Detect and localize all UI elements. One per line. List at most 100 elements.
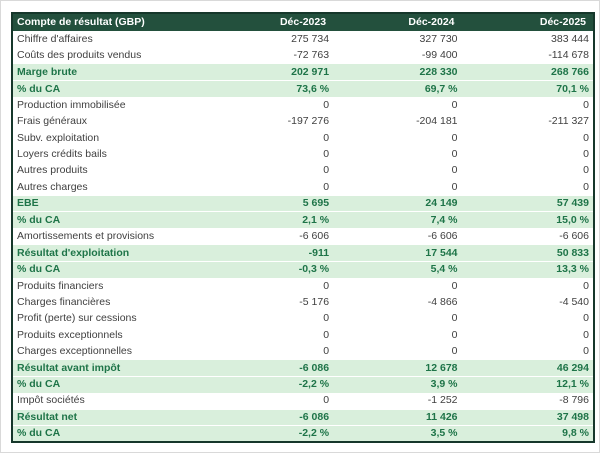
- row-label: Résultat d'exploitation: [12, 244, 207, 262]
- table-row: Résultat d'exploitation -911 17 544 50 8…: [12, 244, 594, 262]
- row-value: -6 086: [206, 408, 334, 426]
- row-value: -1 252: [333, 392, 462, 410]
- row-value: 383 444: [461, 31, 594, 48]
- row-value: 0: [333, 129, 462, 147]
- row-value: 327 730: [333, 31, 462, 48]
- row-value: 15,0 %: [461, 211, 594, 229]
- row-value: -8 796: [461, 392, 594, 410]
- row-value: 0: [461, 96, 594, 114]
- row-label: Subv. exploitation: [12, 129, 207, 147]
- row-value: 0: [333, 343, 462, 360]
- row-value: 0: [206, 162, 334, 179]
- row-value: -6 606: [206, 228, 334, 245]
- row-value: 37 498: [461, 408, 594, 426]
- column-header-dec-2025: Déc-2025: [461, 13, 594, 31]
- row-label: Charges exceptionnelles: [12, 343, 207, 360]
- row-value: 9,8 %: [461, 424, 594, 442]
- row-label: Charges financières: [12, 294, 207, 311]
- table-row: % du CA -2,2 % 3,9 % 12,1 %: [12, 375, 594, 393]
- row-value: 0: [333, 146, 462, 163]
- row-value: -2,2 %: [206, 375, 334, 393]
- row-value: 12,1 %: [461, 375, 594, 393]
- row-value: -72 763: [206, 47, 334, 64]
- row-value: -911: [206, 244, 334, 262]
- row-label: % du CA: [12, 211, 207, 229]
- table-row: Amortissements et provisions -6 606 -6 6…: [12, 228, 594, 245]
- row-value: 57 439: [461, 194, 594, 212]
- table-row: Charges exceptionnelles 0 0 0: [12, 343, 594, 360]
- table-row: % du CA -2,2 % 3,5 % 9,8 %: [12, 424, 594, 442]
- row-value: 0: [461, 326, 594, 344]
- row-value: 0: [333, 178, 462, 196]
- row-value: 46 294: [461, 359, 594, 377]
- row-label: Autres produits: [12, 162, 207, 179]
- row-value: -211 327: [461, 113, 594, 130]
- column-header-dec-2024: Déc-2024: [333, 13, 462, 31]
- row-label: Produits exceptionnels: [12, 326, 207, 344]
- row-value: 12 678: [333, 359, 462, 377]
- row-value: 0: [461, 277, 594, 294]
- row-value: 2,1 %: [206, 211, 334, 229]
- row-value: 202 971: [206, 63, 334, 81]
- table-header: Compte de résultat (GBP) Déc-2023 Déc-20…: [12, 13, 594, 31]
- row-value: -6 086: [206, 359, 334, 377]
- row-value: 0: [206, 96, 334, 114]
- row-value: 24 149: [333, 194, 462, 212]
- row-label: Frais généraux: [12, 113, 207, 130]
- row-value: 11 426: [333, 408, 462, 426]
- table-row: Production immobilisée 0 0 0: [12, 96, 594, 114]
- table-row: Subv. exploitation 0 0 0: [12, 129, 594, 147]
- row-value: 70,1 %: [461, 79, 594, 97]
- table-row: Résultat net -6 086 11 426 37 498: [12, 408, 594, 426]
- table-row: Profit (perte) sur cessions 0 0 0: [12, 310, 594, 327]
- row-value: 0: [333, 326, 462, 344]
- row-value: 0: [461, 146, 594, 163]
- row-value: 0: [461, 178, 594, 196]
- row-label: Autres charges: [12, 178, 207, 196]
- row-value: -0,3 %: [206, 260, 334, 278]
- table-row: Marge brute 202 971 228 330 268 766: [12, 63, 594, 81]
- row-value: 3,9 %: [333, 375, 462, 393]
- table-row: Frais généraux -197 276 -204 181 -211 32…: [12, 113, 594, 130]
- row-value: -197 276: [206, 113, 334, 130]
- income-statement-table: Compte de résultat (GBP) Déc-2023 Déc-20…: [11, 12, 595, 443]
- row-value: 0: [206, 129, 334, 147]
- row-value: 0: [333, 96, 462, 114]
- table-row: Chiffre d'affaires 275 734 327 730 383 4…: [12, 31, 594, 48]
- table-body: Chiffre d'affaires 275 734 327 730 383 4…: [12, 31, 594, 442]
- header-row: Compte de résultat (GBP) Déc-2023 Déc-20…: [12, 13, 594, 31]
- row-value: 0: [461, 162, 594, 179]
- row-value: -6 606: [333, 228, 462, 245]
- row-label: Loyers crédits bails: [12, 146, 207, 163]
- column-header-dec-2023: Déc-2023: [206, 13, 334, 31]
- row-value: -5 176: [206, 294, 334, 311]
- row-value: 3,5 %: [333, 424, 462, 442]
- table-row: Impôt sociétés 0 -1 252 -8 796: [12, 392, 594, 410]
- row-label: Chiffre d'affaires: [12, 31, 207, 48]
- row-value: 0: [206, 178, 334, 196]
- table-row: EBE 5 695 24 149 57 439: [12, 194, 594, 212]
- table-row: Loyers crédits bails 0 0 0: [12, 146, 594, 163]
- row-value: 5 695: [206, 194, 334, 212]
- row-label: Produits financiers: [12, 277, 207, 294]
- row-value: -4 540: [461, 294, 594, 311]
- row-value: -204 181: [333, 113, 462, 130]
- row-value: -2,2 %: [206, 424, 334, 442]
- row-label: Résultat avant impôt: [12, 359, 207, 377]
- row-value: -99 400: [333, 47, 462, 64]
- row-value: 0: [333, 310, 462, 327]
- row-value: 0: [206, 310, 334, 327]
- row-value: 50 833: [461, 244, 594, 262]
- row-label: Amortissements et provisions: [12, 228, 207, 245]
- row-label: % du CA: [12, 260, 207, 278]
- table-row: % du CA -0,3 % 5,4 % 13,3 %: [12, 260, 594, 278]
- row-value: 0: [206, 392, 334, 410]
- row-value: -6 606: [461, 228, 594, 245]
- row-value: 0: [206, 326, 334, 344]
- row-label: % du CA: [12, 79, 207, 97]
- row-value: 5,4 %: [333, 260, 462, 278]
- row-value: 7,4 %: [333, 211, 462, 229]
- row-label: % du CA: [12, 375, 207, 393]
- row-value: 17 544: [333, 244, 462, 262]
